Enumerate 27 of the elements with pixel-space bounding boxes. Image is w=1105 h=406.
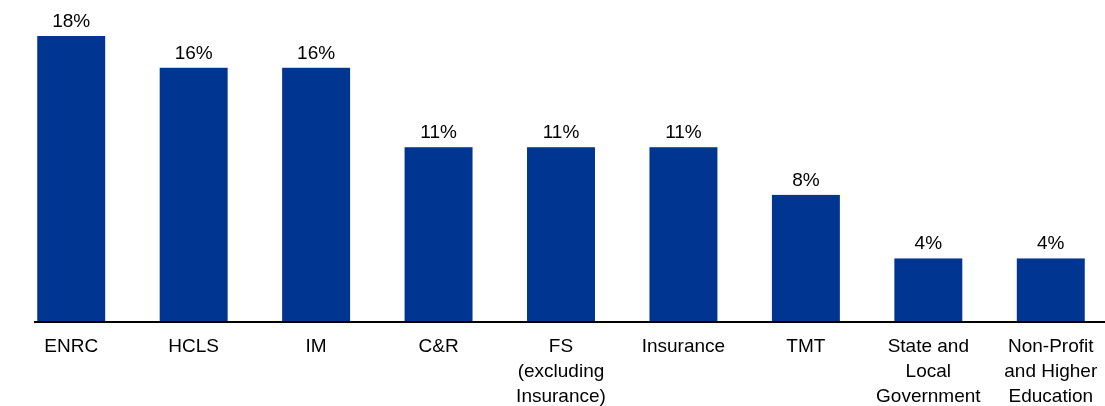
bar	[159, 67, 228, 322]
x-tick-label: TMT	[786, 335, 826, 356]
x-tick-label: C&R	[418, 335, 459, 356]
x-tick-label: IM	[305, 335, 327, 356]
bar	[404, 147, 473, 322]
bar	[527, 147, 595, 322]
data-label: 4%	[1037, 232, 1065, 254]
bar	[649, 147, 718, 322]
data-label: 18%	[52, 10, 91, 31]
x-tick-label: Non-Profit and Higher Education	[1004, 335, 1098, 406]
x-tick-label: Insurance	[641, 335, 726, 356]
x-tick-label: State and Local Government	[876, 335, 982, 406]
data-label: 11%	[420, 121, 457, 143]
data-label: 11%	[665, 121, 702, 143]
x-tick-label: HCLS	[168, 335, 220, 356]
data-label: 11%	[542, 121, 580, 143]
x-tick-label: FS (excluding Insurance)	[516, 335, 606, 406]
data-label: 16%	[174, 41, 213, 63]
bar	[1016, 258, 1085, 322]
x-tick-label: ENRC	[44, 335, 99, 356]
data-label: 16%	[297, 41, 336, 63]
data-label: 4%	[914, 232, 943, 254]
bar	[37, 36, 106, 322]
data-label: 8%	[792, 168, 820, 190]
bar	[282, 67, 351, 322]
bar	[894, 258, 963, 322]
bar	[771, 194, 840, 322]
